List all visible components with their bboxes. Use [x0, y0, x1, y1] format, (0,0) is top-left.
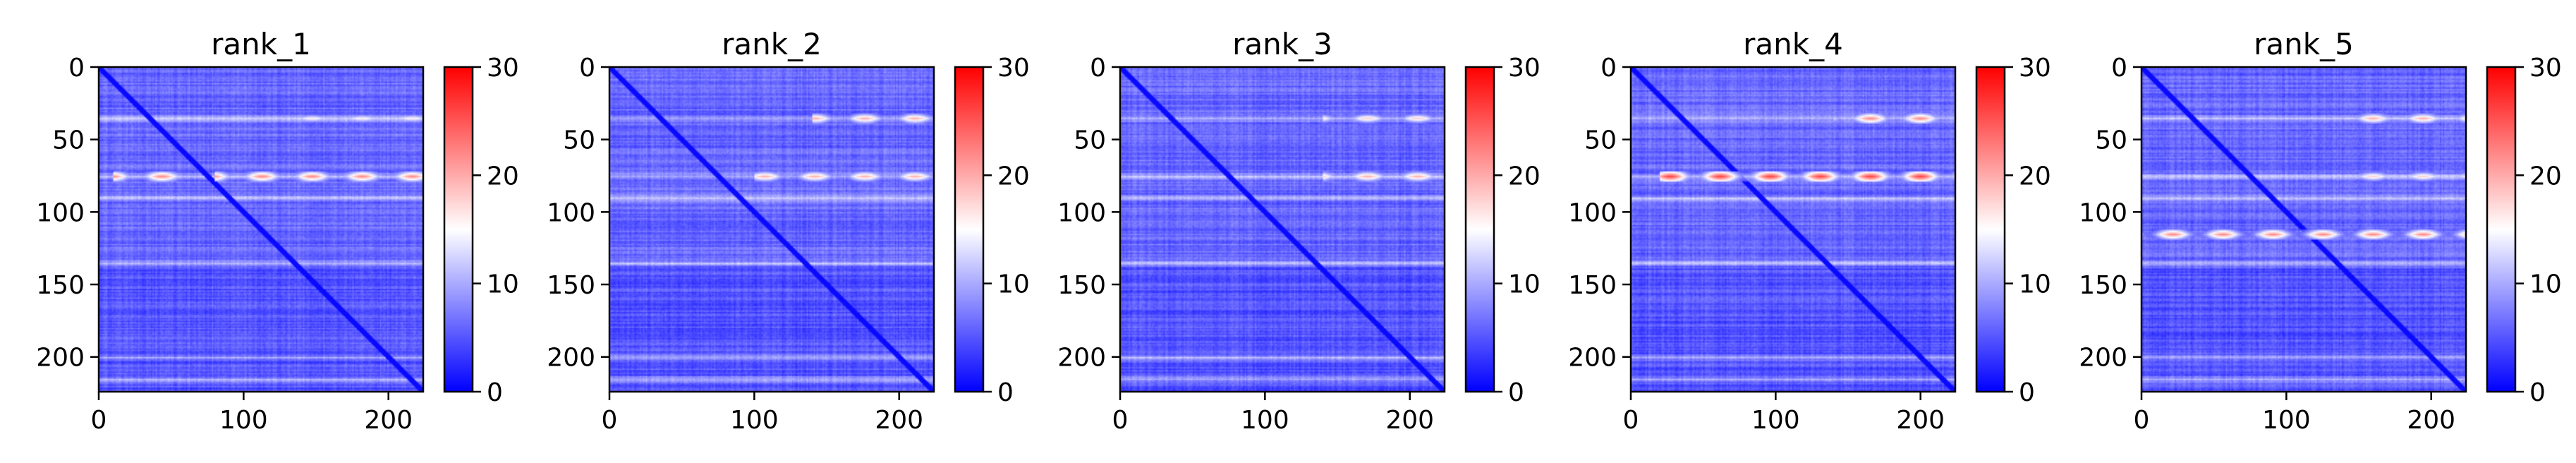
heatmap-image	[2141, 67, 2466, 392]
colorbar-tick-label: 20	[487, 162, 519, 191]
y-tick-label: 150	[1057, 271, 1106, 300]
y-tick-label: 0	[579, 54, 595, 83]
colorbar	[955, 67, 983, 392]
colorbar-tick-label: 10	[487, 270, 519, 299]
panel-title: rank_1	[211, 27, 311, 61]
colorbar-tick-label: 30	[997, 54, 1030, 83]
y-tick-label: 100	[1057, 198, 1106, 227]
x-tick-label: 100	[219, 406, 268, 435]
x-tick-label: 200	[2407, 406, 2455, 435]
x-tick-label: 0	[602, 406, 618, 435]
y-tick-label: 0	[1090, 54, 1106, 83]
colorbar-tick-label: 30	[1508, 54, 1541, 83]
colorbar	[2487, 67, 2515, 392]
panel-title: rank_4	[1743, 27, 1843, 61]
plot-frame	[1119, 66, 1446, 393]
colorbar-tick-label: 20	[997, 162, 1030, 191]
heatmap-image	[1120, 67, 1445, 392]
colorbar-tick-label: 0	[487, 378, 503, 407]
x-tick-label: 0	[2134, 406, 2150, 435]
y-tick-label: 100	[36, 198, 85, 227]
x-tick-label: 100	[2262, 406, 2311, 435]
y-tick-label: 50	[563, 126, 595, 155]
y-tick-label: 50	[1074, 126, 1106, 155]
heatmap-panel-5: rank_5 0 100 200 0 50 100 150 200 0 10 20 30	[2079, 27, 2562, 435]
y-tick-label: 0	[2111, 54, 2127, 83]
colorbar	[1976, 67, 2005, 392]
colorbar-tick-label: 0	[2529, 378, 2546, 407]
x-tick-label: 100	[1751, 406, 1800, 435]
heatmap-panel-3: rank_3 0 100 200 0 50 100 150 200 0 10 20 30	[1057, 27, 1541, 435]
y-tick-label: 150	[2079, 271, 2127, 300]
heatmap-image	[1631, 67, 1955, 392]
plot-frame	[97, 66, 425, 393]
colorbar-tick-label: 0	[997, 378, 1014, 407]
colorbar-tick-label: 10	[2529, 270, 2562, 299]
x-tick-label: 100	[730, 406, 779, 435]
heatmap-panel-1: rank_1 0 100 200 0 50 100 150 200 0 10 20 30	[36, 27, 519, 435]
x-tick-label: 100	[1241, 406, 1289, 435]
y-tick-label: 150	[36, 271, 85, 300]
colorbar-tick-label: 30	[2529, 54, 2562, 83]
colorbar-tick-label: 20	[2019, 162, 2051, 191]
x-tick-label: 0	[1623, 406, 1639, 435]
y-tick-label: 100	[547, 198, 595, 227]
colorbar-tick-label: 20	[1508, 162, 1541, 191]
y-tick-label: 150	[547, 271, 595, 300]
y-tick-label: 50	[2095, 126, 2127, 155]
colorbar-frame	[954, 66, 985, 393]
y-tick-label: 100	[1568, 198, 1617, 227]
x-tick-label: 0	[1112, 406, 1129, 435]
colorbar	[1466, 67, 1494, 392]
panel-title: rank_5	[2254, 27, 2354, 61]
y-tick-label: 200	[36, 344, 85, 373]
colorbar-frame	[443, 66, 474, 393]
panel-title: rank_3	[1232, 27, 1332, 61]
y-tick-label: 200	[1057, 344, 1106, 373]
y-tick-label: 0	[1600, 54, 1617, 83]
colorbar-tick-label: 10	[1508, 270, 1541, 299]
x-tick-label: 200	[1896, 406, 1945, 435]
colorbar-frame	[1975, 66, 2006, 393]
x-tick-label: 0	[91, 406, 107, 435]
panel-title: rank_2	[722, 27, 822, 61]
colorbar-frame	[1464, 66, 1495, 393]
plot-frame	[1629, 66, 1957, 393]
heatmap-image	[99, 67, 423, 392]
colorbar-tick-label: 10	[2019, 270, 2051, 299]
plot-frame	[2140, 66, 2467, 393]
y-tick-label: 100	[2079, 198, 2127, 227]
x-tick-label: 200	[1385, 406, 1434, 435]
y-tick-label: 50	[52, 126, 85, 155]
x-tick-label: 200	[364, 406, 413, 435]
colorbar-tick-label: 30	[487, 54, 519, 83]
plot-frame	[608, 66, 935, 393]
colorbar	[444, 67, 473, 392]
colorbar-tick-label: 10	[997, 270, 1030, 299]
colorbar-tick-label: 20	[2529, 162, 2562, 191]
colorbar-frame	[2486, 66, 2517, 393]
colorbar-tick-label: 30	[2019, 54, 2051, 83]
y-tick-label: 150	[1568, 271, 1617, 300]
colorbar-tick-label: 0	[1508, 378, 1524, 407]
y-tick-label: 200	[547, 344, 595, 373]
y-tick-label: 200	[1568, 344, 1617, 373]
heatmap-panel-4: rank_4 0 100 200 0 50 100 150 200 0 10 20 30	[1568, 27, 2051, 435]
heatmap-panel-2: rank_2 0 100 200 0 50 100 150 200 0 10 20 30	[547, 27, 1030, 435]
y-tick-label: 50	[1584, 126, 1617, 155]
y-tick-label: 0	[68, 54, 85, 83]
y-tick-label: 200	[2079, 344, 2127, 373]
colorbar-tick-label: 0	[2019, 378, 2035, 407]
heatmap-image	[609, 67, 934, 392]
x-tick-label: 200	[875, 406, 923, 435]
